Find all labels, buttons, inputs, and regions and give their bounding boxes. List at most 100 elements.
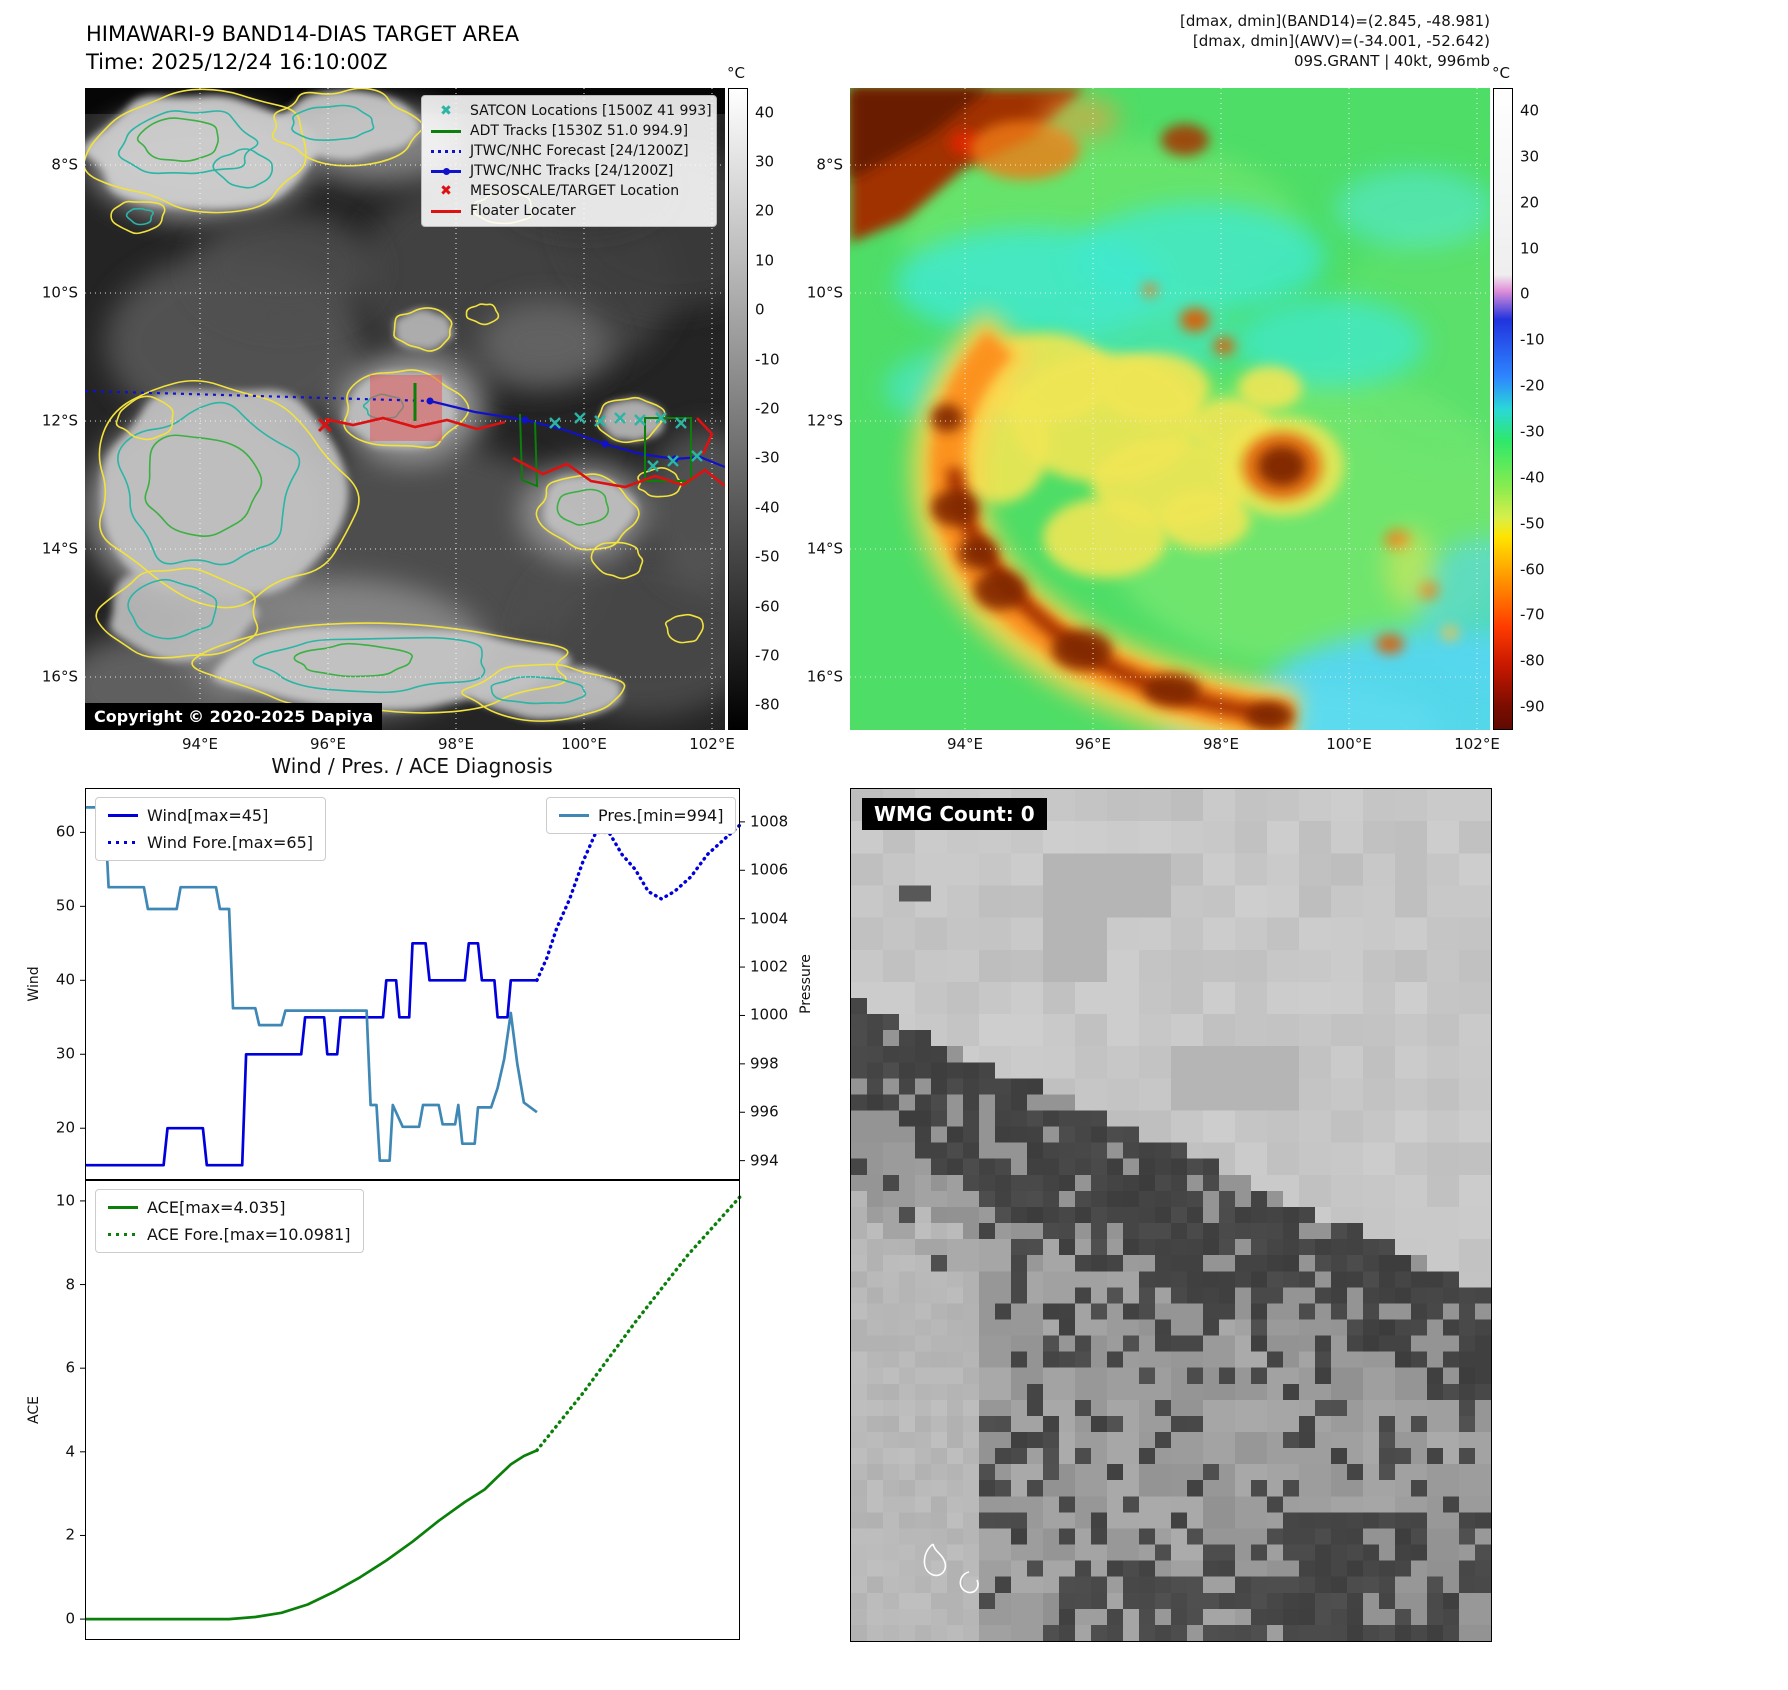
legend-item-label: ADT Tracks [1530Z 51.0 994.9] xyxy=(470,123,689,139)
awv-lat-tick: 16°S xyxy=(806,667,843,686)
series-wind-max-45- xyxy=(85,941,537,1167)
ytick-label: 0 xyxy=(65,1609,75,1628)
ytick-right-label: 1006 xyxy=(750,860,789,879)
ytick-label: 4 xyxy=(65,1442,75,1461)
band14-lat-tick: 8°S xyxy=(51,155,78,174)
ytick-right-label: 998 xyxy=(750,1054,779,1073)
ace-axis-label: ACE xyxy=(26,1396,42,1424)
awv-colorbar-tick: 40 xyxy=(1520,101,1540,120)
band14-lat-tick: 10°S xyxy=(41,283,78,302)
legend-item: ADT Tracks [1530Z 51.0 994.9] xyxy=(431,123,707,139)
awv-lon-tick: 98°E xyxy=(1202,735,1240,753)
x-marker-icon: ✖ xyxy=(440,103,452,119)
series-ace-fore-max-10-0981- xyxy=(535,1195,742,1453)
line-swatch-icon xyxy=(431,149,461,153)
band14-colorbar-tick: 20 xyxy=(755,201,775,220)
legend-item: ✖ MESOSCALE/TARGET Location xyxy=(431,183,707,199)
ytick-label: 40 xyxy=(55,970,75,989)
band14-colorbar-tick: -20 xyxy=(755,399,780,418)
line-icon xyxy=(431,124,461,138)
wmg-image xyxy=(851,789,1491,1641)
band14-title: HIMAWARI-9 BAND14-DIAS TARGET AREA xyxy=(86,22,520,46)
awv-colorbar-tick: -90 xyxy=(1520,697,1545,716)
awv-colorbar-tick: -60 xyxy=(1520,560,1545,578)
band14-lat-tick: 14°S xyxy=(41,539,78,558)
ytick-label: 50 xyxy=(55,896,75,915)
awv-lon-tick: 100°E xyxy=(1326,735,1372,753)
ytick-label: 10 xyxy=(55,1191,75,1210)
ytick-right-label: 1000 xyxy=(750,1005,789,1024)
band14-lon-tick: 102°E xyxy=(689,735,735,753)
legend-item-label: SATCON Locations [1500Z 41 993] xyxy=(470,103,712,119)
band14-map: ✖ SATCON Locations [1500Z 41 993] ADT Trac… xyxy=(85,88,725,730)
dmax-dmin-band14-annotation: [dmax, dmin](BAND14)=(2.845, -48.981) xyxy=(1179,12,1490,30)
band14-colorbar xyxy=(728,88,748,730)
series-ace-max-4-035- xyxy=(85,1449,538,1621)
awv-colorbar-tick: 10 xyxy=(1520,239,1540,257)
wmg-count-badge: WMG Count: 0 xyxy=(862,798,1047,830)
awv-lon-tick: 94°E xyxy=(946,735,984,753)
awv-colorbar xyxy=(1493,88,1513,730)
band14-colorbar-tick: 30 xyxy=(755,152,775,171)
ytick-label: 20 xyxy=(55,1118,75,1137)
awv-colorbar-tick: -80 xyxy=(1520,651,1545,670)
wind-pressure-chart xyxy=(80,788,745,1180)
line-dotted-icon xyxy=(431,144,461,158)
awv-map xyxy=(850,88,1490,730)
ytick-right-label: 996 xyxy=(750,1102,779,1121)
awv-colorbar-tick: -10 xyxy=(1520,330,1545,349)
awv-colorbar-unit: °C xyxy=(1492,64,1510,82)
pressure-axis-label: Pressure xyxy=(798,954,814,1014)
awv-colorbar-tick: -30 xyxy=(1520,422,1545,441)
band14-colorbar-tick: -50 xyxy=(755,547,780,566)
series-pres-min-994- xyxy=(85,806,538,1162)
legend-item: ✖ SATCON Locations [1500Z 41 993] xyxy=(431,103,712,119)
series-wind-fore-max-65- xyxy=(535,823,742,982)
ytick-right-label: 994 xyxy=(750,1151,779,1170)
awv-colorbar-tick: 30 xyxy=(1520,147,1540,166)
ytick-label: 60 xyxy=(55,822,75,841)
ytick-label: 6 xyxy=(65,1358,75,1377)
band14-colorbar-tick: 10 xyxy=(755,251,775,270)
ace-chart xyxy=(80,1180,742,1640)
awv-colorbar-tick: 20 xyxy=(1520,193,1540,212)
line-swatch-icon xyxy=(431,209,461,213)
legend-item: JTWC/NHC Forecast [24/1200Z] xyxy=(431,143,707,159)
wmg-panel xyxy=(850,788,1492,1642)
band14-map-legend: ✖ SATCON Locations [1500Z 41 993] ADT Trac… xyxy=(421,95,717,227)
band14-colorbar-tick: -80 xyxy=(755,695,780,714)
awv-lat-tick: 8°S xyxy=(816,155,843,174)
legend-item: Floater Locater xyxy=(431,203,707,219)
dot-marker-icon xyxy=(443,168,450,175)
band14-colorbar-tick: -10 xyxy=(755,350,780,369)
line-marker-icon xyxy=(431,164,461,178)
storm-id-annotation: 09S.GRANT | 40kt, 996mb xyxy=(1293,52,1490,70)
ytick-right-label: 1002 xyxy=(750,957,789,976)
band14-time: Time: 2025/12/24 16:10:00Z xyxy=(86,50,388,74)
ytick-right-label: 1004 xyxy=(750,909,789,928)
wind-axis-label: Wind xyxy=(26,966,42,1002)
legend-item-label: JTWC/NHC Tracks [24/1200Z] xyxy=(470,163,674,179)
awv-colorbar-tick: -40 xyxy=(1520,468,1545,487)
awv-colorbar-tick: -50 xyxy=(1520,514,1545,533)
legend-item: JTWC/NHC Tracks [24/1200Z] xyxy=(431,163,707,179)
copyright-badge: Copyright © 2020-2025 Dapiya xyxy=(85,703,383,730)
dmax-dmin-awv-annotation: [dmax, dmin](AWV)=(-34.001, -52.642) xyxy=(1192,32,1490,50)
legend-item-label: JTWC/NHC Forecast [24/1200Z] xyxy=(470,143,689,159)
band14-lat-tick: 16°S xyxy=(41,667,78,686)
legend-item-label: Floater Locater xyxy=(470,203,576,219)
awv-colorbar-tick: -20 xyxy=(1520,376,1545,395)
ytick-label: 8 xyxy=(65,1275,75,1294)
ytick-label: 2 xyxy=(65,1525,75,1544)
band14-lon-tick: 98°E xyxy=(437,735,475,753)
band14-colorbar-tick: 0 xyxy=(755,300,765,319)
awv-map-image xyxy=(850,88,1490,730)
awv-colorbar-tick: 0 xyxy=(1520,284,1530,303)
ytick-label: 30 xyxy=(55,1044,75,1063)
marker-x-icon: ✖ xyxy=(431,104,461,118)
band14-lon-tick: 96°E xyxy=(309,735,347,753)
awv-lat-tick: 14°S xyxy=(806,539,843,558)
band14-colorbar-tick: 40 xyxy=(755,103,775,122)
awv-colorbar-tick: -70 xyxy=(1520,605,1545,624)
